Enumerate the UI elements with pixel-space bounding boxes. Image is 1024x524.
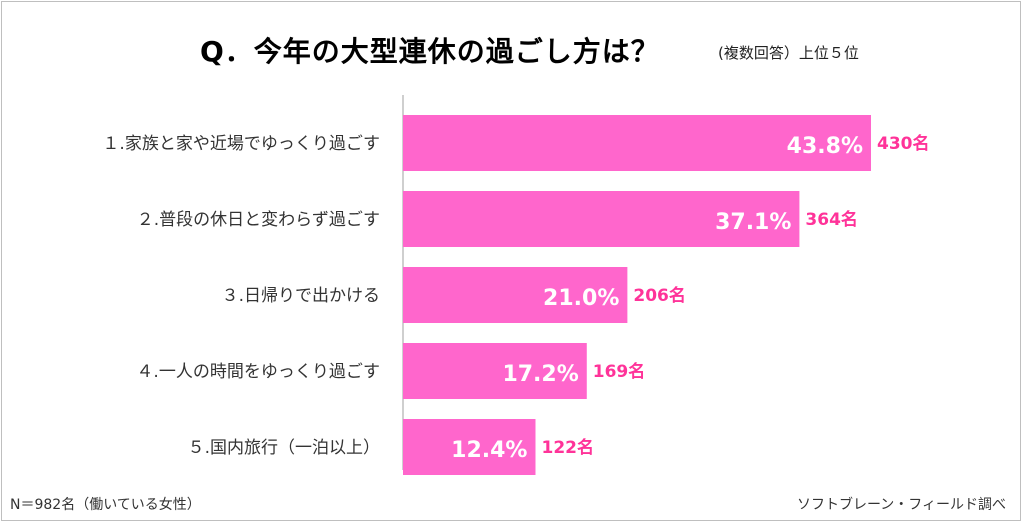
source-note: ソフトブレーン・フィールド調べ bbox=[796, 497, 1006, 513]
data-label: 37.1% bbox=[715, 210, 791, 235]
category-label: ２.普段の休日と変わらず過ごす bbox=[137, 210, 380, 230]
chart-title: Q．今年の大型連休の過ごし方は？ bbox=[200, 35, 660, 68]
count-label: 364名 bbox=[805, 209, 858, 230]
count-label: 206名 bbox=[633, 285, 686, 306]
category-label: ４.一人の時間をゆっくり過ごす bbox=[136, 362, 380, 382]
count-label: 430名 bbox=[877, 133, 930, 154]
data-label: 43.8% bbox=[787, 134, 863, 159]
category-label: １.家族と家や近場でゆっくり過ごす bbox=[102, 134, 380, 154]
data-label: 12.4% bbox=[451, 438, 527, 463]
bar bbox=[403, 343, 587, 399]
bar bbox=[403, 267, 628, 323]
category-label: ５.国内旅行（一泊以上） bbox=[188, 438, 380, 458]
sample-size-note: N＝982名（働いている女性） bbox=[10, 497, 201, 513]
bar bbox=[403, 419, 536, 475]
bar bbox=[403, 115, 871, 171]
data-label: 21.0% bbox=[543, 286, 619, 311]
chart-subtitle: (複数回答）上位５位 bbox=[718, 44, 859, 62]
category-label: ３.日帰りで出かける bbox=[222, 286, 380, 306]
count-label: 122名 bbox=[541, 437, 594, 458]
data-label: 17.2% bbox=[502, 362, 578, 387]
bar bbox=[403, 191, 800, 247]
count-label: 169名 bbox=[593, 361, 646, 382]
